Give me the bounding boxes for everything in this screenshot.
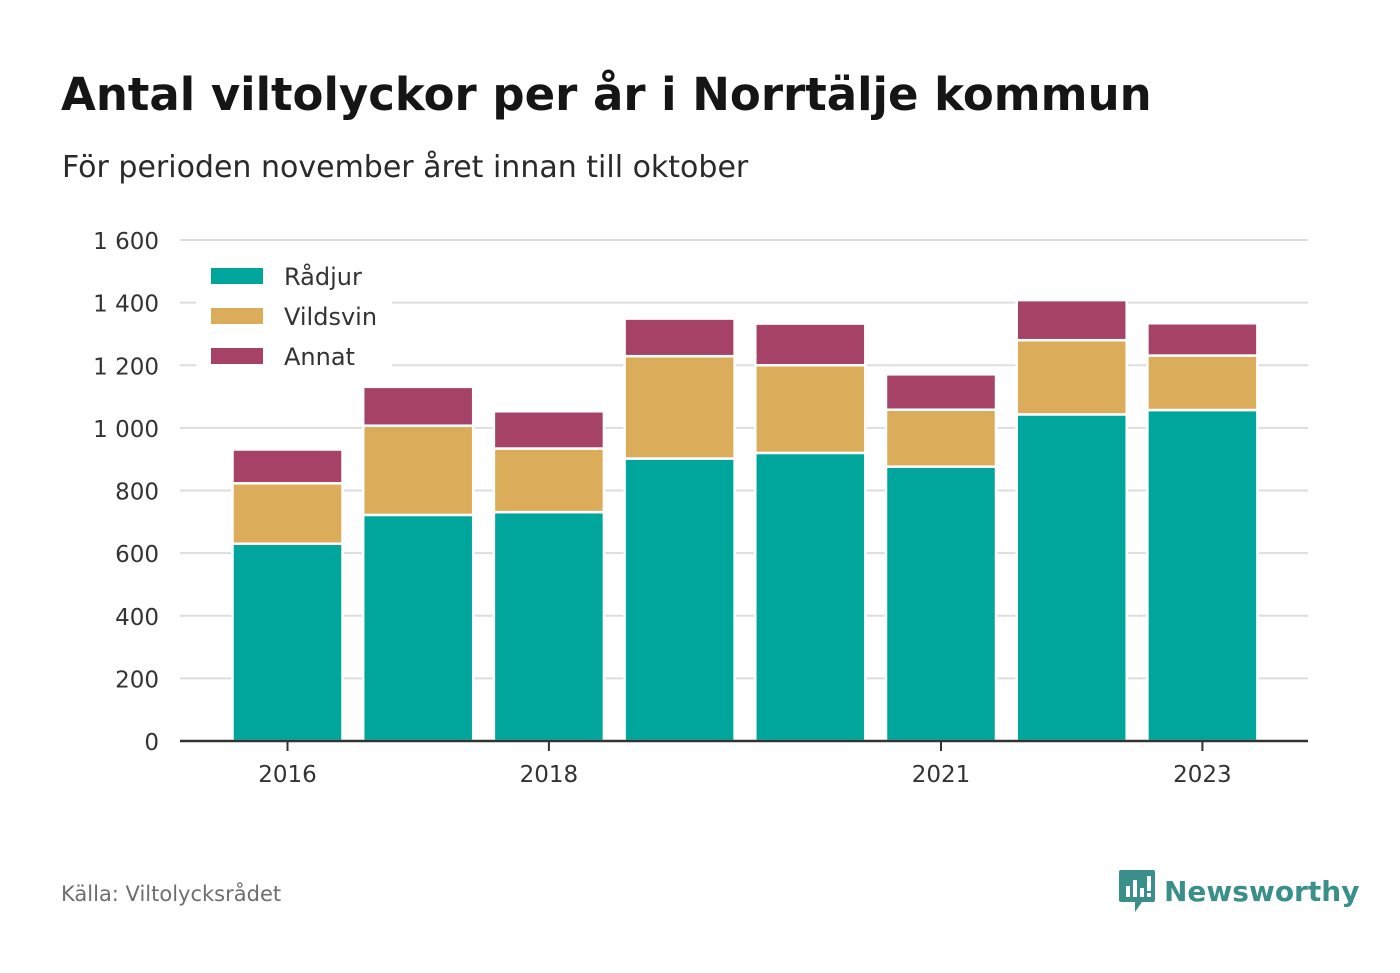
legend-swatch xyxy=(211,308,263,324)
bar-segment-annat xyxy=(754,322,867,367)
bar-segment-annat xyxy=(361,385,475,427)
bar-segment-annat xyxy=(623,317,736,358)
legend-label: Vildsvin xyxy=(284,303,377,331)
y-tick-label: 1 400 xyxy=(93,292,159,318)
bar-segment-r-djur xyxy=(1146,408,1259,743)
y-tick-label: 1 200 xyxy=(93,354,159,380)
bar-segment-annat xyxy=(492,410,606,450)
y-tick-label: 0 xyxy=(144,730,159,756)
bar-segment-r-djur xyxy=(884,465,998,743)
y-tick-label: 800 xyxy=(115,480,159,506)
source-note: Källa: Viltolycksrådet xyxy=(61,882,282,906)
chart-subtitle: För perioden november året innan till ok… xyxy=(62,150,749,185)
y-tick-label: 600 xyxy=(115,542,159,568)
bar-segment-r-djur xyxy=(492,510,606,743)
bar-segment-r-djur xyxy=(231,542,344,743)
y-tick-label: 400 xyxy=(115,605,159,631)
bar-segment-r-djur xyxy=(1015,413,1128,743)
y-tick-label: 1 000 xyxy=(93,417,159,443)
bar-segment-vildsvin xyxy=(1146,354,1259,412)
bar-segment-vildsvin xyxy=(361,424,475,517)
x-tick-label: 2018 xyxy=(520,762,579,788)
legend-swatch xyxy=(211,348,263,364)
brand-logo: Newsworthy xyxy=(1118,868,1359,914)
legend-label: Annat xyxy=(284,343,355,371)
bar-segment-r-djur xyxy=(754,451,867,743)
legend-label: Rådjur xyxy=(284,262,362,291)
bar-segment-vildsvin xyxy=(231,482,344,545)
x-tick-label: 2023 xyxy=(1173,762,1232,788)
bar-segment-r-djur xyxy=(623,457,736,743)
bar-segment-vildsvin xyxy=(754,364,867,455)
newsworthy-logo-icon xyxy=(1119,870,1155,912)
bar-segment-vildsvin xyxy=(623,354,736,460)
bar-segment-vildsvin xyxy=(884,408,998,468)
legend-swatch xyxy=(211,268,263,284)
bar-segment-annat xyxy=(1015,298,1128,342)
bar-segment-r-djur xyxy=(361,513,475,743)
bar-segment-annat xyxy=(1146,322,1259,357)
bar-segment-vildsvin xyxy=(492,447,606,514)
chart-title: Antal viltolyckor per år i Norrtälje kom… xyxy=(61,68,1152,121)
bar-segment-annat xyxy=(884,373,998,411)
x-tick-label: 2016 xyxy=(258,762,317,788)
x-tick-label: 2021 xyxy=(912,762,971,788)
y-tick-label: 1 600 xyxy=(93,229,159,255)
bar-segment-annat xyxy=(231,448,344,485)
brand-name: Newsworthy xyxy=(1164,874,1360,908)
bar-segment-vildsvin xyxy=(1015,338,1128,416)
y-tick-label: 200 xyxy=(115,667,159,693)
